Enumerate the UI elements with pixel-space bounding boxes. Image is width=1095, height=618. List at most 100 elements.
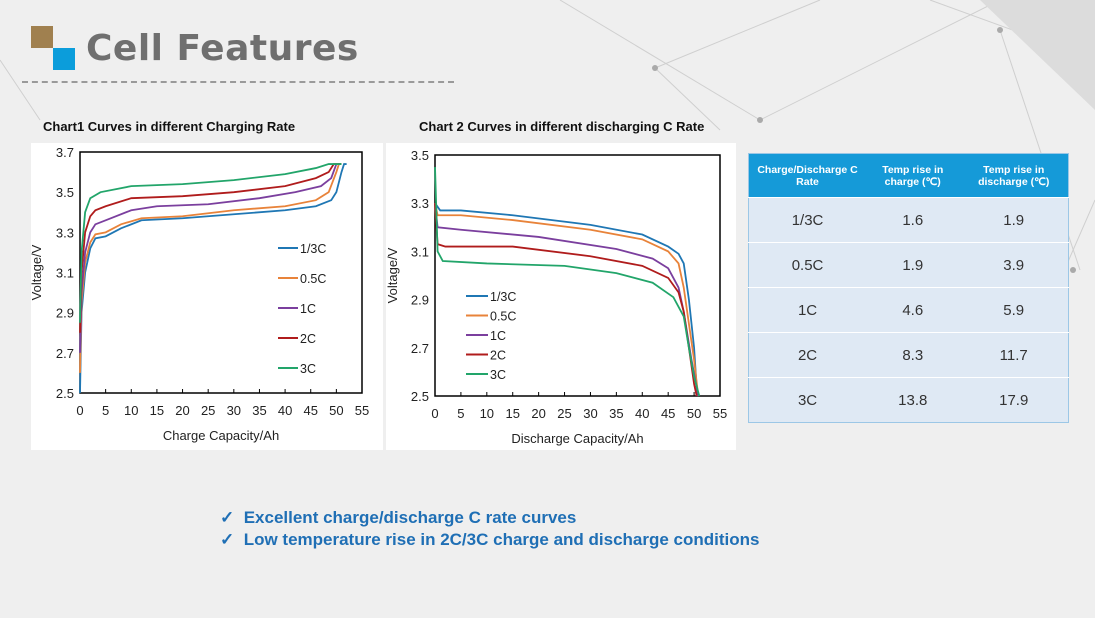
table-row: 1/3C 1.6 1.9 (748, 197, 1069, 243)
legend-label: 3C (490, 368, 506, 382)
table-cell: 8.3 (866, 332, 960, 378)
chart2-title: Chart 2 Curves in different discharging … (419, 119, 705, 134)
table-cell: 17.9 (959, 377, 1069, 423)
y-tick-label: 2.5 (411, 389, 429, 404)
legend-label: 1/3C (490, 290, 516, 304)
table-row: 1C 4.6 5.9 (748, 287, 1069, 333)
y-tick-label: 2.7 (56, 346, 74, 361)
x-tick-label: 0 (76, 403, 83, 418)
header-c-rate: Charge/Discharge C Rate (748, 153, 867, 198)
x-tick-label: 20 (175, 403, 189, 418)
x-tick-label: 45 (303, 403, 317, 418)
x-tick-label: 5 (102, 403, 109, 418)
logo-square-brown (31, 26, 53, 48)
legend-label: 1C (490, 329, 506, 343)
legend-label: 0.5C (300, 272, 326, 286)
bullet-text: Excellent charge/discharge C rate curves (243, 508, 577, 527)
series-line-3C (79, 163, 342, 323)
table-row: 2C 8.3 11.7 (748, 332, 1069, 378)
header-temp-discharge: Temp rise in discharge (℃) (959, 153, 1069, 198)
logo-square-blue (53, 48, 75, 70)
y-tick-label: 3.5 (56, 185, 74, 200)
x-tick-label: 40 (635, 406, 649, 421)
legend-label: 0.5C (490, 310, 516, 324)
table-cell: 13.8 (866, 377, 960, 423)
legend-label: 1C (300, 302, 316, 316)
table-cell: 1/3C (748, 197, 867, 243)
table-row: 3C 13.8 17.9 (748, 377, 1069, 423)
x-tick-label: 0 (431, 406, 438, 421)
x-tick-label: 25 (201, 403, 215, 418)
series-line-1C (79, 163, 338, 353)
x-tick-label: 30 (583, 406, 597, 421)
table-row: 0.5C 1.9 3.9 (748, 242, 1069, 288)
series-line-0.5C (434, 203, 700, 397)
bullet-item: ✓ Low temperature rise in 2C/3C charge a… (220, 529, 760, 551)
check-icon: ✓ (220, 508, 235, 527)
x-tick-label: 40 (278, 403, 292, 418)
x-tick-label: 30 (227, 403, 241, 418)
y-tick-label: 3.5 (411, 148, 429, 163)
x-tick-label: 45 (661, 406, 675, 421)
table-cell: 3C (748, 377, 867, 423)
table-cell: 2C (748, 332, 867, 378)
table-cell: 11.7 (959, 332, 1069, 378)
y-tick-label: 2.5 (56, 386, 74, 401)
table-header-row: Charge/Discharge C Rate Temp rise in cha… (748, 153, 1069, 198)
y-tick-label: 2.9 (411, 293, 429, 308)
y-tick-label: 3.3 (56, 225, 74, 240)
bullet-text: Low temperature rise in 2C/3C charge and… (243, 530, 760, 549)
series-line-1/3C (434, 202, 699, 397)
x-tick-label: 5 (457, 406, 464, 421)
check-icon: ✓ (220, 530, 235, 549)
y-tick-label: 3.3 (411, 196, 429, 211)
table-cell: 3.9 (959, 242, 1069, 288)
x-tick-label: 10 (480, 406, 494, 421)
x-axis-label: Discharge Capacity/Ah (511, 431, 643, 446)
title-divider (22, 81, 454, 83)
x-tick-label: 50 (687, 406, 701, 421)
y-tick-label: 3.1 (56, 266, 74, 281)
x-tick-label: 55 (713, 406, 727, 421)
series-line-0.5C (79, 163, 342, 373)
y-axis-label: Voltage/V (385, 247, 400, 303)
table-cell: 1C (748, 287, 867, 333)
chart1-title: Chart1 Curves in different Charging Rate (43, 119, 296, 134)
legend-label: 3C (300, 362, 316, 376)
page-title: Cell Features (86, 28, 359, 69)
x-tick-label: 15 (505, 406, 519, 421)
x-tick-label: 55 (355, 403, 369, 418)
legend-label: 2C (490, 349, 506, 363)
chart2-panel (386, 143, 736, 450)
x-tick-label: 35 (252, 403, 266, 418)
table-cell: 4.6 (866, 287, 960, 333)
legend-label: 1/3C (300, 242, 326, 256)
y-tick-label: 2.7 (411, 341, 429, 356)
table-cell: 5.9 (959, 287, 1069, 333)
series-line-1C (434, 203, 700, 397)
x-tick-label: 20 (531, 406, 545, 421)
table-cell: 1.9 (866, 242, 960, 288)
table-cell: 0.5C (748, 242, 867, 288)
y-axis-label: Voltage/V (29, 244, 44, 300)
series-line-2C (79, 163, 342, 333)
plot-area (434, 154, 721, 397)
x-tick-label: 10 (124, 403, 138, 418)
bullet-item: ✓ Excellent charge/discharge C rate curv… (220, 507, 760, 529)
table-cell: 1.9 (959, 197, 1069, 243)
x-tick-label: 25 (557, 406, 571, 421)
plot-area (79, 151, 363, 394)
series-line-2C (434, 203, 698, 397)
y-tick-label: 3.1 (411, 244, 429, 259)
x-axis-label: Charge Capacity/Ah (163, 428, 279, 443)
y-tick-label: 3.7 (56, 145, 74, 160)
feature-bullets: ✓ Excellent charge/discharge C rate curv… (220, 507, 760, 551)
x-tick-label: 15 (150, 403, 164, 418)
series-line-3C (434, 167, 701, 397)
x-tick-label: 50 (329, 403, 343, 418)
legend-label: 2C (300, 332, 316, 346)
header-temp-charge: Temp rise in charge (℃) (866, 153, 960, 198)
series-line-1/3C (79, 163, 347, 394)
